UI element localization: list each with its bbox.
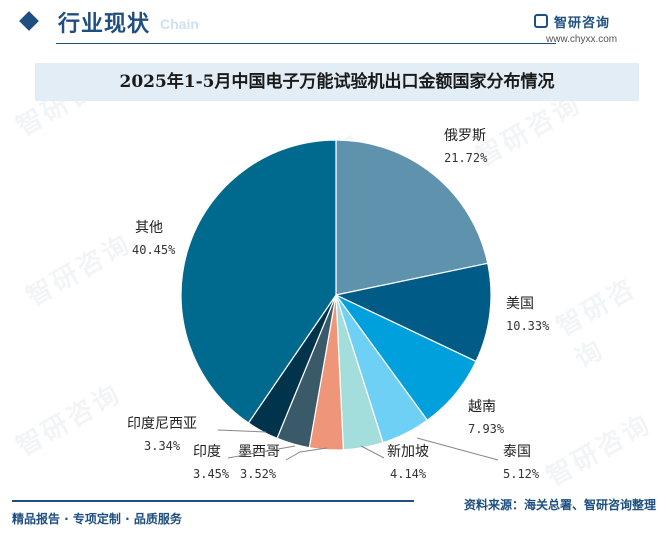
pie-slice bbox=[180, 139, 337, 424]
leader-line bbox=[227, 445, 296, 459]
slice-label: 泰国 bbox=[503, 444, 531, 460]
slice-value-label: 21.72% bbox=[444, 151, 488, 165]
brand: 智研咨询 www.chyxx.com bbox=[534, 12, 654, 48]
slice-label: 俄罗斯 bbox=[444, 128, 486, 144]
pie-slice bbox=[334, 262, 492, 363]
slice-label: 美国 bbox=[506, 296, 534, 312]
leader-line bbox=[285, 447, 328, 461]
slice-label: 印度 bbox=[193, 444, 221, 460]
leader-line bbox=[416, 437, 499, 461]
slice-label: 印度尼西亚 bbox=[127, 416, 197, 432]
slice-value-label: 3.34% bbox=[144, 439, 181, 453]
leader-line bbox=[217, 429, 267, 433]
section-subtitle: Chain bbox=[160, 16, 199, 32]
footer-source: 资料来源：海关总署、智研咨询整理 bbox=[463, 498, 656, 512]
slice-value-label: 3.52% bbox=[240, 467, 277, 481]
header: 行业现状 Chain 智研咨询 www.chyxx.com bbox=[0, 0, 666, 50]
slice-label: 新加坡 bbox=[387, 444, 429, 460]
chart-title: 2025年1-5月中国电子万能试验机出口金额国家分布情况 bbox=[119, 72, 555, 92]
slice-value-label: 3.45% bbox=[193, 467, 230, 481]
section-title: 行业现状 bbox=[58, 12, 151, 37]
leader-line bbox=[360, 445, 385, 459]
slice-label: 越南 bbox=[468, 399, 496, 415]
footer-tagline: 精品报告 · 专项定制 · 品质服务 bbox=[12, 512, 182, 526]
brand-url: www.chyxx.com bbox=[546, 34, 618, 45]
slice-value-label: 10.33% bbox=[506, 319, 550, 333]
footer-divider bbox=[12, 500, 414, 502]
slice-value-label: 7.93% bbox=[468, 422, 505, 436]
slice-label: 其他 bbox=[135, 220, 163, 236]
header-divider bbox=[56, 43, 556, 44]
slice-value-label: 5.12% bbox=[503, 467, 540, 481]
brand-logo-icon bbox=[534, 14, 548, 28]
slice-value-label: 40.45% bbox=[132, 243, 176, 257]
chart-title-bar: 2025年1-5月中国电子万能试验机出口金额国家分布情况 bbox=[35, 63, 639, 101]
pie-slice bbox=[335, 139, 489, 296]
slice-value-label: 4.14% bbox=[390, 467, 427, 481]
brand-name: 智研咨询 bbox=[554, 16, 611, 31]
